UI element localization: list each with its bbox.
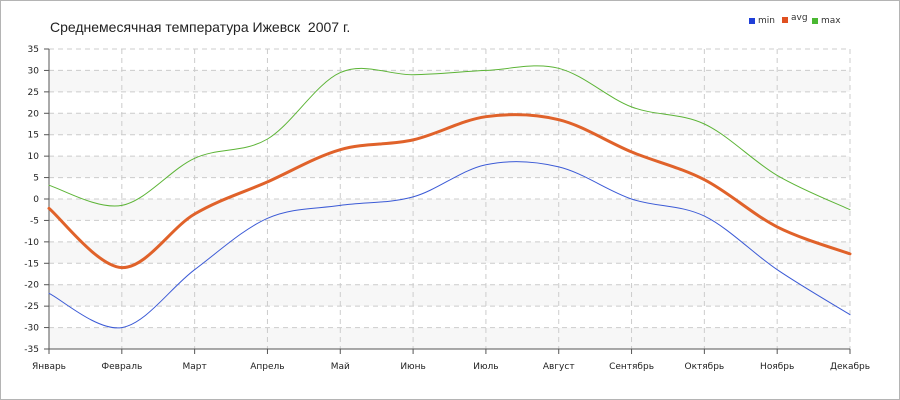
y-tick-label: 0 xyxy=(33,195,39,205)
plot-background-bands xyxy=(49,49,850,349)
y-axis-ticks: 35 30 25 20 15 10 5 0 -5 -10 -15 -20 -25 -30 -35 xyxy=(24,45,49,355)
legend-swatch-min xyxy=(749,18,755,24)
background-band xyxy=(49,49,850,71)
legend-label-max: max xyxy=(821,16,841,26)
grid-lines xyxy=(49,48,851,350)
x-tick-label: Декабрь xyxy=(830,362,870,372)
legend-swatch-avg xyxy=(782,16,788,23)
series-lines xyxy=(47,65,852,329)
background-band xyxy=(49,220,850,242)
background-band xyxy=(49,177,850,199)
y-tick-label: 5 xyxy=(33,174,39,184)
legend-label-avg: avg xyxy=(791,13,808,23)
chart-title: Среднемесячная температура Ижевск 2007 г… xyxy=(50,19,351,35)
y-tick-label: 15 xyxy=(28,131,39,141)
x-tick-label: Июнь xyxy=(400,362,426,372)
series-line-max xyxy=(48,65,851,211)
x-tick-label: Январь xyxy=(32,362,66,372)
x-axis-ticks: Январь Февраль Март Апрель Май Июнь Июль Август… xyxy=(32,349,870,372)
y-tick-label: -5 xyxy=(30,216,39,226)
background-band xyxy=(49,284,850,307)
x-tick-label: Октябрь xyxy=(684,362,724,372)
y-tick-label: -30 xyxy=(24,324,39,334)
legend-item-min: min xyxy=(749,16,775,26)
y-tick-label: -20 xyxy=(24,281,39,291)
background-band xyxy=(49,156,850,178)
x-tick-label: Август xyxy=(543,362,575,372)
y-tick-label: -15 xyxy=(24,259,39,269)
legend-swatch-max xyxy=(812,18,818,24)
x-tick-label: Апрель xyxy=(250,362,284,372)
y-tick-label: 25 xyxy=(28,88,39,98)
x-tick-label: Февраль xyxy=(101,362,142,372)
background-band xyxy=(49,91,850,114)
background-band xyxy=(49,70,850,92)
background-band xyxy=(49,241,850,264)
y-tick-label: -25 xyxy=(24,302,39,312)
series-line-avg xyxy=(47,113,852,270)
background-band xyxy=(49,134,850,157)
y-tick-label: 35 xyxy=(28,45,39,55)
series-line-min xyxy=(48,161,851,329)
x-tick-label: Сентябрь xyxy=(609,362,654,372)
background-band xyxy=(49,199,850,221)
background-band xyxy=(49,306,850,328)
y-tick-label: 20 xyxy=(28,109,40,119)
y-tick-label: -35 xyxy=(24,345,39,355)
y-tick-label: 10 xyxy=(28,152,40,162)
x-tick-label: Июль xyxy=(473,362,498,372)
legend-item-avg: avg xyxy=(782,13,808,23)
axes xyxy=(44,49,850,354)
legend-label-min: min xyxy=(758,16,775,26)
background-band xyxy=(49,113,850,135)
y-tick-label: -10 xyxy=(24,238,39,248)
x-tick-label: Май xyxy=(331,362,350,372)
legend-item-max: max xyxy=(812,16,841,26)
background-band xyxy=(49,263,850,285)
y-tick-label: 30 xyxy=(28,66,40,76)
x-tick-label: Март xyxy=(183,362,207,372)
x-tick-label: Ноябрь xyxy=(760,362,794,372)
background-band xyxy=(49,327,850,349)
